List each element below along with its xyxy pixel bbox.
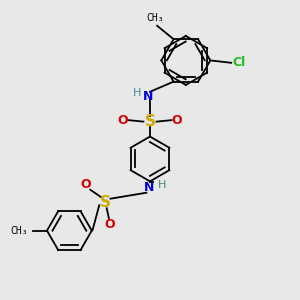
Text: O: O — [104, 218, 115, 231]
Text: N: N — [143, 90, 154, 103]
Text: H: H — [158, 180, 167, 190]
Text: Cl: Cl — [233, 56, 246, 69]
Text: N: N — [144, 181, 154, 194]
Text: O: O — [80, 178, 91, 191]
Text: S: S — [145, 114, 155, 129]
Text: O: O — [172, 114, 182, 127]
Text: O: O — [118, 114, 128, 127]
Text: CH₃: CH₃ — [10, 226, 28, 236]
Text: H: H — [133, 88, 142, 98]
Text: S: S — [100, 195, 111, 210]
Text: CH₃: CH₃ — [146, 14, 164, 23]
